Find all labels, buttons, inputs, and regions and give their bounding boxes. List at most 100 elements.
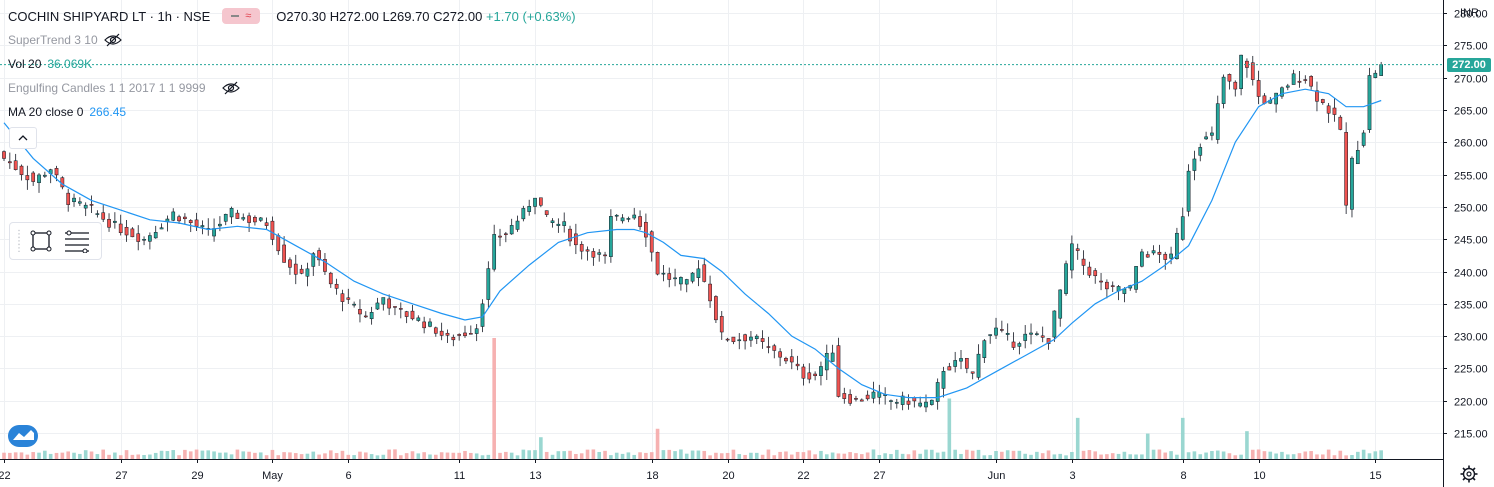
candle — [953, 351, 958, 373]
low-value: L269.70 — [382, 8, 430, 24]
candle — [754, 334, 759, 345]
volume-bar — [241, 451, 246, 459]
candle-body — [130, 228, 135, 238]
volume-bar — [778, 451, 782, 459]
candle-body — [451, 336, 456, 341]
compare-badge[interactable]: ≈ — [222, 8, 261, 24]
candle — [848, 389, 852, 406]
time-tick-label: 15 — [1369, 470, 1381, 482]
volume-legend[interactable]: Vol 20 36.069K — [8, 56, 92, 72]
volume-bar — [1000, 451, 1004, 459]
volume-bar — [1017, 450, 1022, 459]
candle — [433, 326, 438, 337]
volume-bar — [1221, 451, 1226, 459]
candle-body — [679, 277, 683, 285]
volume-bar — [638, 452, 642, 459]
price-axis[interactable]: 280.00 275.00 270.00 265.00 260.00 255.00 250.… — [1443, 9, 1488, 441]
candle-body — [78, 201, 82, 204]
volume-bar — [1075, 417, 1080, 459]
candle — [1169, 246, 1173, 265]
volume-bar — [708, 455, 712, 459]
collapse-legend-button[interactable] — [9, 127, 37, 149]
volume-bar — [19, 452, 24, 459]
candle — [445, 329, 450, 344]
candle-body — [994, 327, 998, 336]
volume-bar — [539, 437, 543, 459]
candle-body — [1233, 81, 1238, 90]
volume-bar — [930, 449, 934, 459]
time-tick-label: 20 — [722, 470, 734, 482]
currency-label[interactable]: INR — [1460, 7, 1479, 19]
candle — [1192, 150, 1197, 181]
time-axis[interactable]: 22 27 29 May 6 11 13 18 20 22 27 Jun 3 8 10 15 — [0, 459, 1382, 482]
ma-legend[interactable]: MA 20 close 0 266.45 — [8, 104, 126, 120]
tradingview-logo-icon[interactable] — [8, 425, 38, 447]
volume-bar — [72, 452, 76, 459]
volume-label: Vol 20 — [8, 57, 42, 71]
candle — [603, 251, 607, 264]
candle — [375, 297, 380, 311]
candle — [13, 153, 18, 171]
candle-body — [1110, 285, 1115, 287]
volume-bar — [200, 450, 205, 459]
supertrend-legend[interactable]: SuperTrend 3 10 — [8, 32, 122, 48]
candle-body — [159, 227, 164, 230]
change-value: +1.70 (+0.63%) — [485, 8, 576, 24]
candle-body — [334, 283, 339, 289]
candle — [1303, 75, 1308, 84]
candle — [731, 336, 736, 345]
candle — [988, 334, 993, 344]
candle — [7, 152, 12, 169]
gear-icon[interactable] — [1460, 465, 1478, 483]
candle — [1320, 98, 1325, 105]
candle-body — [282, 244, 286, 263]
candle — [2, 150, 6, 162]
volume-bar — [1245, 431, 1249, 459]
volume-bar — [1105, 454, 1109, 459]
fib-tool-button[interactable] — [58, 226, 96, 256]
time-tick-label: 22 — [0, 470, 11, 482]
volume-bar — [235, 449, 240, 459]
volume-bar — [1285, 454, 1290, 459]
candle — [247, 212, 251, 232]
candle — [439, 322, 444, 341]
candle — [871, 381, 876, 404]
eye-off-icon[interactable] — [221, 81, 240, 95]
volume-bar — [819, 450, 823, 459]
volume-bar — [591, 449, 596, 459]
candle — [183, 213, 187, 225]
candle-body — [778, 351, 782, 358]
volume-bar — [334, 453, 339, 459]
candle — [684, 278, 689, 293]
drag-handle[interactable]: ⋮ ⋮ ⋮ — [14, 229, 24, 254]
volume-bar — [276, 455, 281, 459]
candle-body — [684, 279, 689, 285]
candle-body — [270, 220, 275, 240]
candle-body — [638, 216, 642, 227]
candle-body — [690, 272, 695, 282]
volume-bar — [194, 449, 199, 459]
candle-body — [533, 197, 537, 207]
engulfing-legend[interactable]: Engulfing Candles 1 1 2017 1 1 9999 — [8, 80, 240, 96]
rectangle-tool-button[interactable] — [24, 226, 58, 256]
candle — [1198, 143, 1203, 162]
candle — [632, 207, 637, 220]
volume-bar — [253, 452, 257, 459]
candle — [830, 344, 835, 362]
candle-body — [1017, 343, 1022, 347]
candle — [772, 343, 777, 359]
candle-body — [1198, 147, 1203, 156]
volume-bar — [690, 450, 695, 459]
candle-body — [1064, 263, 1068, 294]
eye-off-icon[interactable] — [103, 33, 122, 47]
fib-tool-icon — [65, 230, 89, 253]
grid — [0, 0, 1443, 459]
drawing-toolbar[interactable]: ⋮ ⋮ ⋮ — [9, 222, 102, 260]
volume-bar — [760, 454, 765, 459]
candle-body — [142, 239, 146, 241]
candle — [585, 246, 590, 261]
engulfing-label: Engulfing Candles 1 1 2017 1 1 9999 — [8, 81, 206, 95]
candle — [258, 217, 263, 223]
price-tick-label: 280.00 — [1454, 9, 1488, 21]
